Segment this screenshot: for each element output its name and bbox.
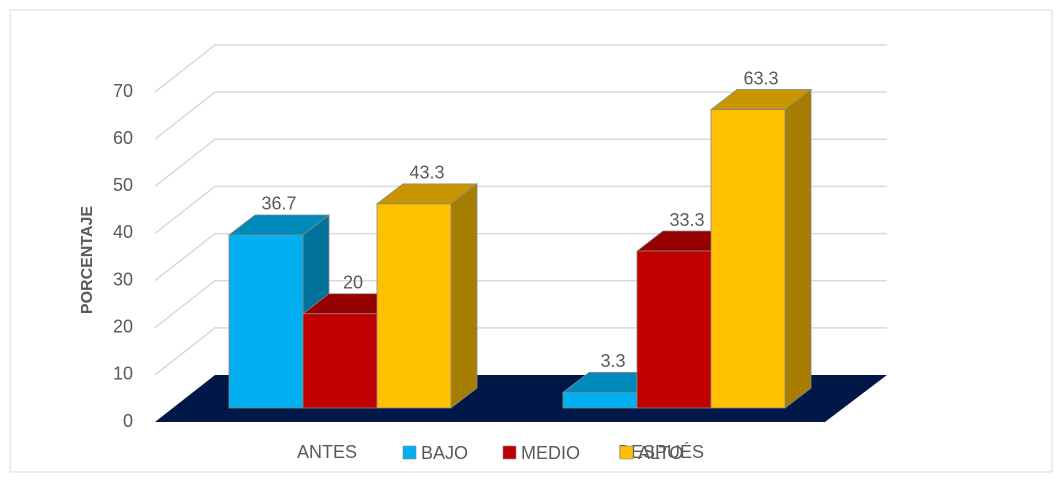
bar-side (450, 183, 478, 409)
data-label: 3.3 (600, 351, 625, 371)
y-tick-label: 60 (113, 128, 133, 148)
bar (636, 250, 712, 409)
legend-label: BAJO (421, 443, 468, 463)
chart-frame (9, 9, 1053, 473)
legend-label: ALTO (638, 443, 683, 463)
y-tick-label: 0 (123, 411, 133, 431)
data-label: 63.3 (743, 68, 778, 88)
y-tick-label: 50 (113, 175, 133, 195)
legend-swatch (402, 445, 417, 460)
y-tick-label: 10 (113, 364, 133, 384)
legend-swatch (619, 445, 634, 460)
bar (710, 109, 786, 409)
y-tick-label: 40 (113, 222, 133, 242)
y-tick-label: 20 (113, 316, 133, 336)
grid-line (154, 44, 887, 93)
data-label: 43.3 (409, 163, 444, 183)
x-tick-label: DESPUÉS (618, 442, 704, 462)
y-tick-label: 70 (113, 81, 133, 101)
grid-line (154, 185, 887, 235)
bar (562, 392, 638, 409)
grid-line (154, 91, 887, 140)
data-label: 20 (343, 272, 363, 292)
legend-label: MEDIO (521, 443, 580, 463)
bar (228, 234, 304, 409)
grid-line (154, 138, 887, 187)
bar (302, 313, 378, 409)
x-tick-label: ANTES (297, 442, 357, 462)
bar (376, 203, 452, 409)
legend-swatch (502, 445, 517, 460)
data-label: 36.7 (261, 194, 296, 214)
data-label: 33.3 (669, 210, 704, 230)
bar-side (784, 88, 812, 409)
y-tick-label: 30 (113, 269, 133, 289)
y-axis-label: PORCENTAJE (79, 206, 96, 314)
